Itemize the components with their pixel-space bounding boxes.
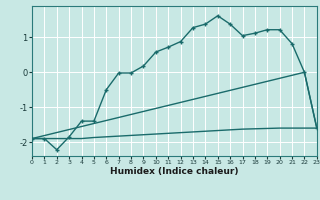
X-axis label: Humidex (Indice chaleur): Humidex (Indice chaleur) <box>110 167 239 176</box>
